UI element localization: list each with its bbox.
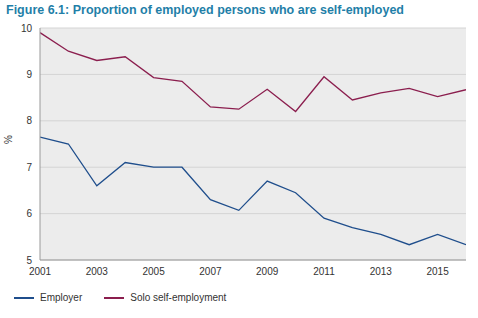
svg-text:2009: 2009: [256, 266, 279, 277]
svg-text:2003: 2003: [86, 266, 109, 277]
svg-text:2015: 2015: [426, 266, 449, 277]
svg-text:5: 5: [26, 255, 32, 266]
svg-text:2005: 2005: [142, 266, 165, 277]
svg-text:%: %: [8, 135, 14, 144]
html-text:Employer: Employer: [40, 292, 83, 303]
svg-text:2007: 2007: [199, 266, 222, 277]
svg-text:2011: 2011: [313, 266, 335, 277]
html-text:Solo self-employment: Solo self-employment: [130, 292, 227, 303]
svg-text:7: 7: [26, 162, 32, 173]
svg-text:8: 8: [26, 115, 32, 126]
svg-text:10: 10: [21, 23, 33, 34]
svg-text:9: 9: [26, 69, 32, 80]
svg-text:6: 6: [26, 208, 32, 219]
svg-text:2013: 2013: [370, 266, 393, 277]
html-text:Figure 6.1: Proportion of empl: Figure 6.1: Proportion of employed perso…: [6, 3, 404, 17]
svg-text:2001: 2001: [29, 266, 52, 277]
